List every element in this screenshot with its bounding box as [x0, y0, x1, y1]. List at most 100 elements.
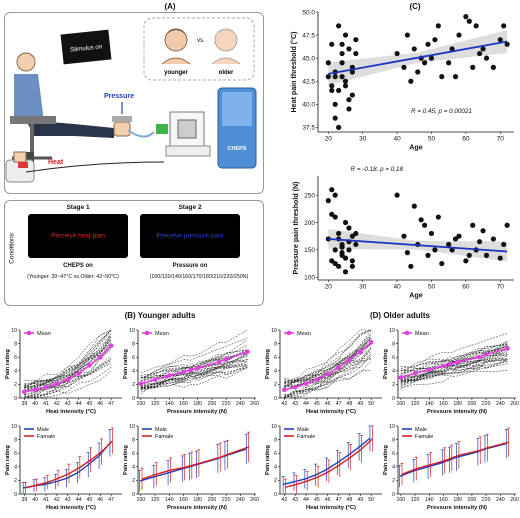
d-press-y-tick-label: 0: [392, 396, 395, 402]
d-heat-individual-line: [284, 329, 372, 382]
b-heat-sex-y-tick-label: 2: [14, 478, 17, 484]
b-press-individual-line: [140, 367, 248, 390]
chair-seat-icon: [10, 116, 56, 124]
b-press-mean-point: [223, 356, 229, 362]
b-heat-x-label: Heat intensity (°C): [46, 409, 96, 415]
b-heat-sex-legend-label: Famale: [37, 434, 55, 440]
b-heat-individual-line: [24, 338, 112, 389]
stage2-screen-text: Perceive pressure pain: [156, 232, 224, 240]
d-heat-individual-line: [284, 370, 372, 399]
b-press-mean-point: [245, 349, 250, 355]
b-heat-mean-point: [76, 371, 81, 376]
b-press-individual-line: [140, 354, 248, 389]
c-heat-point: [339, 41, 345, 47]
d-press-sex-y-label: Pain rating: [383, 445, 389, 475]
d-press-individual-line: [400, 355, 508, 380]
c-press-point: [353, 241, 359, 248]
c-heat-point: [332, 74, 338, 80]
chair-post-icon: [30, 124, 34, 154]
c-press-point: [329, 187, 335, 193]
c-press-point: [342, 269, 349, 275]
b-press-sex-x-tick-label: 240: [236, 497, 245, 503]
d-heat-sex-y-tick-label: 0: [274, 492, 277, 498]
d-heat-legend-label: Mean: [297, 331, 311, 337]
b-press-sex-series-line: [141, 446, 249, 480]
b-press-individual-line: [140, 363, 248, 385]
d-heat-individual-line: [284, 355, 372, 398]
d-press-x-tick-label: 140: [425, 401, 434, 407]
c-heat-point: [497, 37, 503, 43]
c-heat-point: [329, 83, 335, 89]
c-press-point: [336, 230, 342, 237]
b-heat-y-tick-label: 6: [14, 355, 17, 361]
c-press-y-tick-label: 150: [304, 247, 315, 254]
d-heat-y-tick-label: 10: [271, 328, 277, 334]
b-heat-individual-line: [24, 360, 112, 392]
younger-label: younger: [164, 70, 188, 76]
c-heat-point: [336, 23, 342, 29]
d-heat-individual-line: [284, 329, 372, 389]
c-press-point: [428, 230, 435, 237]
tube-icon: [127, 129, 155, 138]
c-heat-point: [480, 46, 486, 52]
b-press-sex-x-tick-label: 120: [151, 497, 160, 503]
c-press-x-tick-label: 40: [393, 284, 401, 291]
c-press-point: [425, 252, 431, 258]
pressure-range: (100/120/140/160/170/180/210/220/250N): [149, 274, 249, 280]
b-press-sex-y-tick-label: 6: [132, 451, 135, 457]
c-heat-point: [329, 41, 335, 47]
b-press-sex-x-label: Pressure intensity (N): [167, 505, 227, 511]
c-heat-y-tick-label: 50.0: [302, 9, 315, 16]
c-heat-x-label: Age: [409, 144, 422, 152]
d-press-individual-line: [400, 342, 508, 384]
b-heat-sex-x-tick-label: 39: [21, 497, 27, 503]
d-press-sex-y-tick-label: 6: [392, 451, 395, 457]
d-press-sex-x-tick-label: 120: [411, 497, 420, 503]
b-press-sex-x-tick-label: 100: [137, 497, 146, 503]
d-heat-x-label: Heat intensity (°C): [306, 409, 356, 415]
d-press-y-tick-label: 4: [392, 369, 395, 375]
stimulus-screen-shape: [60, 29, 112, 65]
c-heat-x-tick-label: 50: [428, 136, 436, 143]
d-heat-sex-x-label: Heat intensity (°C): [306, 505, 356, 511]
c-press-point: [490, 236, 496, 242]
c-press-point: [404, 250, 411, 256]
b-heat-x-tick-label: 45: [87, 401, 93, 407]
b-heat-x-tick-label: 40: [32, 401, 38, 407]
b-heat-mean-point: [43, 384, 49, 390]
b-heat-sex-x-tick-label: 45: [87, 497, 93, 503]
c-heat-point: [353, 50, 359, 57]
b-heat-sex-y-tick-label: 8: [14, 437, 17, 443]
c-heat-point: [339, 50, 345, 57]
d-press-individual-line: [400, 345, 508, 369]
b-press-x-tick-label: 200: [208, 401, 217, 407]
c-press-x-tick-label: 20: [325, 284, 333, 291]
d-press-x-tick-label: 260: [510, 401, 519, 407]
c-press-point: [349, 258, 355, 264]
subject-calf-icon: [74, 124, 114, 138]
c-press-point: [353, 230, 359, 237]
c-heat-y-tick-label: 45.0: [302, 55, 315, 62]
c-press-point: [339, 250, 345, 256]
b-heat-sex-x-tick-label: 46: [97, 497, 103, 503]
stage2-device: Pressure on: [172, 263, 208, 269]
d-press-mean-point: [483, 352, 489, 357]
panel-b-label: (B) Younger adults: [124, 311, 196, 320]
c-heat-x-tick-label: 70: [497, 136, 505, 143]
d-press-sex-x-tick-label: 220: [482, 497, 491, 503]
c-heat-point: [325, 74, 331, 80]
d-press-sex-x-tick-label: 100: [397, 497, 406, 503]
c-heat-point: [477, 50, 483, 57]
d-press-individual-line: [400, 353, 508, 382]
b-heat-sex-x-tick-label: 41: [43, 497, 49, 503]
c-heat-x-tick-label: 30: [359, 136, 367, 143]
c-press-point: [325, 198, 331, 204]
c-press-point: [411, 203, 417, 209]
d-press-individual-line: [400, 360, 508, 384]
d-heat-individual-line: [284, 344, 372, 383]
b-press-y-label: Pain rating: [123, 349, 129, 379]
d-heat-sex-y-label: Pain rating: [265, 445, 271, 475]
b-press-y-tick-label: 10: [129, 328, 135, 334]
b-press-x-tick-label: 140: [165, 401, 174, 407]
